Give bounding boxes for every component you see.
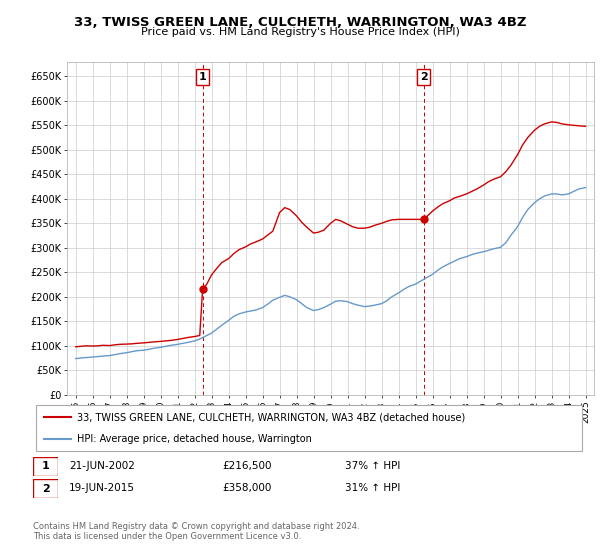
Text: £358,000: £358,000: [222, 483, 271, 493]
Text: £216,500: £216,500: [222, 461, 271, 471]
Text: 1: 1: [42, 461, 49, 472]
Text: 2: 2: [419, 72, 427, 82]
Text: 33, TWISS GREEN LANE, CULCHETH, WARRINGTON, WA3 4BZ (detached house): 33, TWISS GREEN LANE, CULCHETH, WARRINGT…: [77, 412, 465, 422]
Text: Price paid vs. HM Land Registry's House Price Index (HPI): Price paid vs. HM Land Registry's House …: [140, 27, 460, 37]
Text: 31% ↑ HPI: 31% ↑ HPI: [345, 483, 400, 493]
Text: 21-JUN-2002: 21-JUN-2002: [69, 461, 135, 471]
Text: 37% ↑ HPI: 37% ↑ HPI: [345, 461, 400, 471]
Text: 33, TWISS GREEN LANE, CULCHETH, WARRINGTON, WA3 4BZ: 33, TWISS GREEN LANE, CULCHETH, WARRINGT…: [74, 16, 526, 29]
Text: HPI: Average price, detached house, Warrington: HPI: Average price, detached house, Warr…: [77, 435, 312, 444]
Text: 19-JUN-2015: 19-JUN-2015: [69, 483, 135, 493]
Text: 1: 1: [199, 72, 206, 82]
Text: Contains HM Land Registry data © Crown copyright and database right 2024.
This d: Contains HM Land Registry data © Crown c…: [33, 522, 359, 542]
Text: 2: 2: [42, 484, 49, 494]
